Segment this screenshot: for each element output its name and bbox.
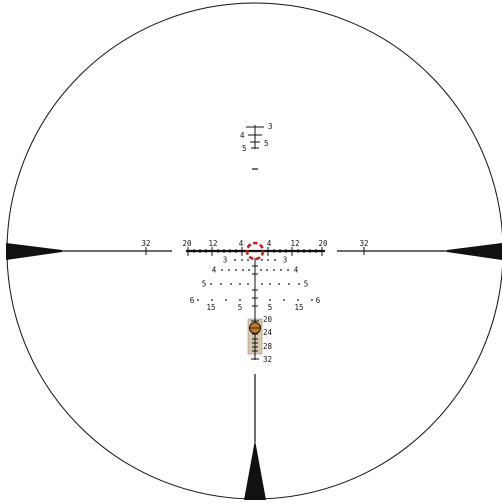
label-row4-6-left: 6 (190, 296, 195, 305)
label-row1-left: 3 (223, 256, 228, 265)
left-post (6, 243, 62, 260)
label-ballistic-24: 24 (263, 328, 273, 337)
label-row4-15-right: 15 (294, 303, 303, 312)
label-row3-left: 5 (202, 280, 207, 289)
bottom-post (244, 440, 266, 500)
label-row3-right: 5 (304, 280, 309, 289)
wind-dots-row-1 (234, 259, 276, 261)
ballistic-scale-ticks (251, 320, 259, 360)
center-aim-dot (254, 250, 256, 252)
label-ballistic-32: 32 (263, 355, 272, 364)
label-20-right: 20 (318, 239, 328, 248)
label-ballistic-28: 28 (263, 342, 273, 351)
label-row4-5-left: 5 (238, 303, 243, 312)
label-top-5-right: 5 (264, 139, 269, 148)
label-ballistic-20: 20 (263, 315, 273, 324)
label-12-right: 12 (290, 239, 299, 248)
label-4-right: 4 (267, 239, 272, 248)
wind-dots-row-3 (210, 283, 300, 285)
label-row4-6-right: 6 (316, 296, 321, 305)
label-4-left: 4 (239, 239, 244, 248)
label-row4-5-right: 5 (268, 303, 273, 312)
label-row1-right: 3 (283, 256, 288, 265)
vertical-stadia-ticks (252, 265, 258, 307)
label-32-right: 32 (359, 239, 368, 248)
upper-holdover-ladder (246, 125, 264, 149)
label-top-3: 3 (268, 122, 273, 131)
label-top-4: 4 (240, 131, 245, 140)
label-row4-15-left: 15 (206, 303, 215, 312)
right-post (447, 243, 502, 260)
label-12-left: 12 (208, 239, 217, 248)
label-20-left: 20 (182, 239, 192, 248)
center-bar-ticks (187, 247, 323, 256)
center-aim-circle (245, 241, 265, 261)
label-32-left: 32 (141, 239, 150, 248)
wind-dots-row-2 (221, 269, 289, 271)
label-row2-right: 4 (294, 266, 299, 275)
wind-dots-row-4 (197, 299, 313, 301)
label-top-5-left: 5 (242, 144, 247, 153)
label-row2-left: 4 (212, 266, 217, 275)
